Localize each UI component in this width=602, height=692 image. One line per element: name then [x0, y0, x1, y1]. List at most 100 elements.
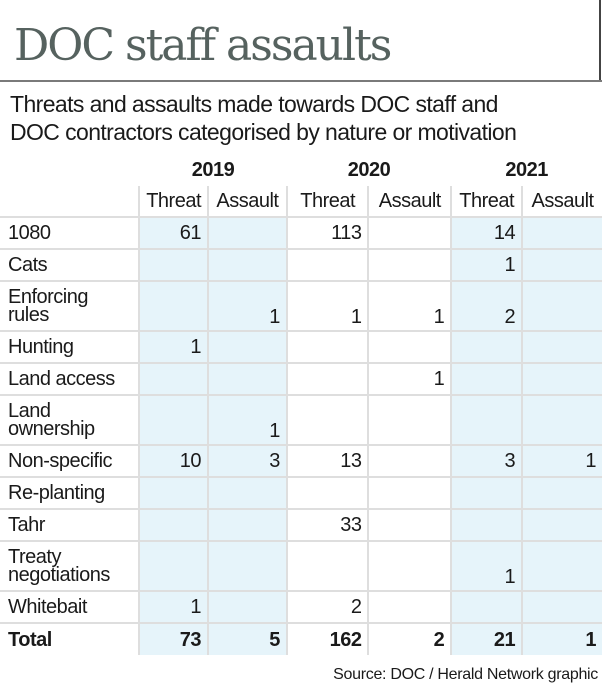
row-label-line: Total [8, 628, 52, 651]
table-row: Tahr 33 [0, 509, 602, 542]
table-row: Hunting 1 [0, 331, 602, 364]
subtitle-line: Threats and assaults made towards DOC st… [10, 91, 498, 117]
value-cell [207, 509, 287, 542]
value-cell [367, 331, 452, 364]
row-label: Re-planting [0, 477, 140, 510]
row-label: Enforcing rules [0, 281, 140, 332]
value-cell [285, 477, 369, 510]
value-cell [521, 591, 602, 624]
year-header: 2020 [347, 159, 391, 181]
value-cell [367, 217, 452, 250]
row-label-line: Land access [8, 368, 115, 390]
value-cell: 1 [450, 249, 523, 282]
value-cell: 1 [521, 445, 602, 478]
table-row: Non-specific 10 3 13 3 1 [0, 445, 602, 478]
value-cell: 3 [450, 445, 523, 478]
value-cell [138, 281, 209, 332]
value-cell: 2 [450, 281, 523, 332]
column-header: Assault [367, 186, 452, 218]
value-cell: 13 [285, 445, 369, 478]
value-cell [450, 395, 523, 446]
value-cell [367, 541, 452, 592]
value-cell [207, 541, 287, 592]
value-cell [138, 541, 209, 592]
value-cell: 1 [207, 395, 287, 446]
value-cell [521, 509, 602, 542]
value-cell [521, 477, 602, 510]
table-row: Re-planting [0, 477, 602, 510]
value-cell [207, 331, 287, 364]
value-cell [207, 591, 287, 624]
value-cell [367, 395, 452, 446]
column-header: Threat [285, 186, 369, 218]
value-cell: 113 [285, 217, 369, 250]
subheader-row: Threat Assault Threat Assault Threat Ass… [0, 186, 602, 218]
chart-subtitle: Threats and assaults made towards DOC st… [10, 90, 602, 146]
value-cell [207, 363, 287, 396]
value-cell [521, 363, 602, 396]
row-label-line: ownership [8, 418, 95, 440]
border-line [599, 0, 601, 82]
value-cell [207, 249, 287, 282]
value-cell [367, 591, 452, 624]
row-label: Non-specific [0, 445, 140, 478]
value-cell [285, 363, 369, 396]
value-cell [285, 541, 369, 592]
year-header: 2019 [191, 159, 235, 181]
row-label-line: Tahr [8, 514, 45, 536]
row-label: Treaty negotiations [0, 541, 140, 592]
value-cell: 3 [207, 445, 287, 478]
value-cell: 162 [285, 623, 369, 655]
table-row: Whitebait 1 2 [0, 591, 602, 624]
value-cell [521, 541, 602, 592]
value-cell [521, 331, 602, 364]
value-cell: 2 [285, 591, 369, 624]
value-cell [367, 509, 452, 542]
value-cell [138, 249, 209, 282]
value-cell [138, 395, 209, 446]
value-cell [367, 477, 452, 510]
value-cell: 61 [138, 217, 209, 250]
value-cell: 1 [450, 541, 523, 592]
value-cell [367, 249, 452, 282]
value-cell [138, 477, 209, 510]
value-cell [367, 445, 452, 478]
row-label-line: Non-specific [8, 450, 113, 472]
row-label-line: rules [8, 304, 49, 326]
value-cell [285, 331, 369, 364]
row-label: Hunting [0, 331, 140, 364]
total-row: Total 73 5 162 2 21 1 [0, 623, 602, 655]
row-label-line: Cats [8, 254, 48, 276]
row-label-line: Land [8, 400, 51, 422]
value-cell [207, 217, 287, 250]
value-cell: 1 [285, 281, 369, 332]
row-label: Land access [0, 363, 140, 396]
value-cell: 1 [207, 281, 287, 332]
table-row: Land ownership 1 [0, 395, 602, 446]
value-cell: 1 [138, 591, 209, 624]
value-cell [285, 395, 369, 446]
value-cell [450, 509, 523, 542]
column-header: Assault [521, 186, 602, 218]
row-label: Whitebait [0, 591, 140, 624]
row-label-line: Enforcing [8, 286, 89, 308]
value-cell: 2 [367, 623, 452, 655]
value-cell: 1 [138, 331, 209, 364]
value-cell: 73 [138, 623, 209, 655]
value-cell [521, 281, 602, 332]
row-label: 1080 [0, 217, 140, 250]
row-label-line: Treaty [8, 546, 61, 568]
value-cell [521, 249, 602, 282]
value-cell: 33 [285, 509, 369, 542]
table-row: Land access 1 [0, 363, 602, 396]
table-row: Treaty negotiations 1 [0, 541, 602, 592]
value-cell [207, 477, 287, 510]
row-label-line: 1080 [8, 222, 51, 244]
value-cell [450, 331, 523, 364]
value-cell [450, 591, 523, 624]
value-cell [138, 509, 209, 542]
value-cell: 10 [138, 445, 209, 478]
value-cell [521, 395, 602, 446]
chart-title: DOC staff assaults [14, 20, 392, 71]
row-label: Tahr [0, 509, 140, 542]
